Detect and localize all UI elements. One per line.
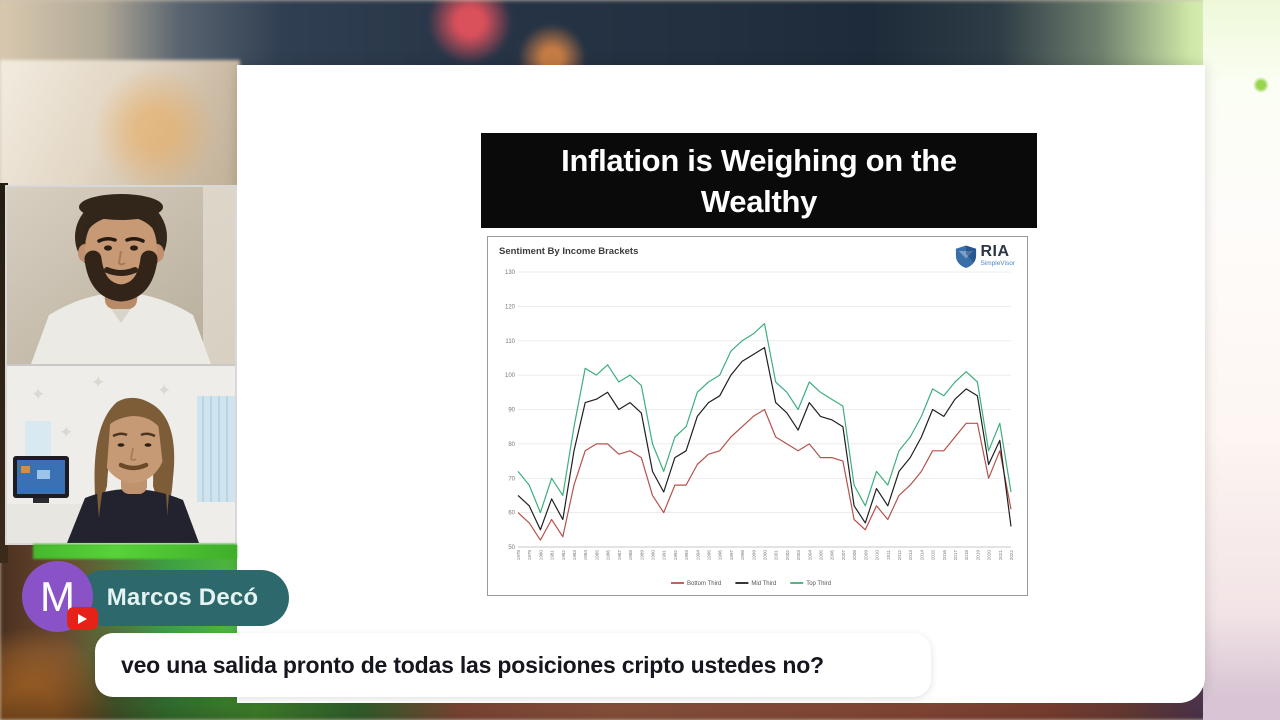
svg-text:2016: 2016 xyxy=(942,550,947,561)
svg-text:2000: 2000 xyxy=(763,550,768,561)
youtube-play-glyph xyxy=(78,613,87,624)
svg-text:2012: 2012 xyxy=(897,550,902,561)
svg-text:2004: 2004 xyxy=(807,550,812,561)
svg-text:2008: 2008 xyxy=(852,550,857,561)
webcam-speaker-bottom: ✦✦✦ ✦✦✦ xyxy=(7,366,235,543)
background-dark-edge xyxy=(0,183,8,563)
svg-text:1991: 1991 xyxy=(662,550,667,561)
svg-text:1986: 1986 xyxy=(606,550,611,561)
svg-text:90: 90 xyxy=(508,408,515,414)
svg-text:70: 70 xyxy=(508,476,515,482)
svg-text:2021: 2021 xyxy=(998,550,1003,561)
svg-text:1982: 1982 xyxy=(561,550,566,561)
svg-text:Top Third: Top Third xyxy=(806,581,831,587)
svg-text:2005: 2005 xyxy=(819,550,824,561)
background-blur-right xyxy=(1203,0,1280,720)
background-green-bar xyxy=(33,544,237,559)
svg-text:1995: 1995 xyxy=(706,550,711,561)
svg-text:Bottom Third: Bottom Third xyxy=(687,581,721,587)
svg-text:50: 50 xyxy=(508,545,515,551)
background-blur-left xyxy=(0,60,240,195)
svg-text:1980: 1980 xyxy=(538,550,543,561)
svg-text:2003: 2003 xyxy=(796,550,801,561)
speaker-top-video xyxy=(7,187,235,364)
chart-title: Sentiment By Income Brackets xyxy=(499,246,639,257)
svg-text:2014: 2014 xyxy=(919,550,924,561)
svg-text:2009: 2009 xyxy=(863,550,868,561)
chat-message-bubble: veo una salida pronto de todas las posic… xyxy=(95,633,931,697)
svg-text:✦: ✦ xyxy=(91,373,105,393)
svg-text:1998: 1998 xyxy=(740,550,745,561)
svg-text:120: 120 xyxy=(505,304,516,310)
svg-text:✦: ✦ xyxy=(59,423,73,443)
speaker-bottom-video: ✦✦✦ ✦✦✦ xyxy=(7,366,235,543)
svg-text:2017: 2017 xyxy=(953,550,958,561)
svg-text:2010: 2010 xyxy=(875,550,880,561)
svg-text:2006: 2006 xyxy=(830,550,835,561)
shield-icon xyxy=(956,245,977,268)
svg-text:110: 110 xyxy=(505,339,515,345)
svg-text:1979: 1979 xyxy=(527,550,532,561)
svg-text:130: 130 xyxy=(505,270,516,276)
svg-text:1992: 1992 xyxy=(673,550,678,561)
svg-text:1984: 1984 xyxy=(583,550,588,561)
svg-text:2015: 2015 xyxy=(931,550,936,561)
svg-text:100: 100 xyxy=(505,373,516,379)
svg-text:1997: 1997 xyxy=(729,550,734,561)
sentiment-chart-panel: Sentiment By Income Brackets RIA SimpleV… xyxy=(487,236,1028,596)
svg-text:2020: 2020 xyxy=(987,550,992,561)
svg-text:2013: 2013 xyxy=(908,550,913,561)
svg-text:1988: 1988 xyxy=(628,550,633,561)
svg-text:1987: 1987 xyxy=(617,550,622,561)
chat-message-text: veo una salida pronto de todas las posic… xyxy=(121,651,824,678)
svg-text:2018: 2018 xyxy=(964,550,969,561)
svg-text:2002: 2002 xyxy=(785,550,790,561)
youtube-icon xyxy=(67,607,98,630)
svg-text:✦: ✦ xyxy=(157,381,171,401)
svg-text:1990: 1990 xyxy=(650,550,655,561)
svg-text:1985: 1985 xyxy=(594,550,599,561)
svg-text:1996: 1996 xyxy=(718,550,723,561)
svg-text:60: 60 xyxy=(508,511,515,517)
ria-logo-subtext: SimpleVisor xyxy=(980,260,1015,267)
sentiment-line-chart: 50 60 70 80 90 100 110 120 130 1978 1979 1980 1981 19… xyxy=(505,270,1014,587)
svg-text:2001: 2001 xyxy=(774,550,779,561)
svg-text:1989: 1989 xyxy=(639,550,644,561)
svg-text:1983: 1983 xyxy=(572,550,577,561)
svg-text:1999: 1999 xyxy=(751,550,756,561)
webcam-stack: ✦✦✦ ✦✦✦ xyxy=(5,185,237,545)
svg-text:2022: 2022 xyxy=(1009,550,1014,561)
svg-text:2007: 2007 xyxy=(841,550,846,561)
svg-text:1994: 1994 xyxy=(695,550,700,561)
speaker-name-badge: Marcos Decó xyxy=(76,570,289,626)
ria-logo-text: RIA xyxy=(980,243,1010,260)
svg-text:✦: ✦ xyxy=(31,385,45,405)
svg-text:Mid Third: Mid Third xyxy=(751,581,776,587)
svg-text:2011: 2011 xyxy=(886,550,891,560)
webcam-speaker-top xyxy=(7,187,235,364)
slide-title: Inflation is Weighing on the Wealthy xyxy=(481,133,1037,228)
svg-text:1993: 1993 xyxy=(684,550,689,561)
svg-text:80: 80 xyxy=(508,442,515,448)
svg-text:1981: 1981 xyxy=(550,550,555,561)
svg-text:1978: 1978 xyxy=(516,550,521,561)
ria-simplevisor-logo: RIA SimpleVisor xyxy=(955,244,1015,269)
svg-text:2019: 2019 xyxy=(975,550,980,561)
